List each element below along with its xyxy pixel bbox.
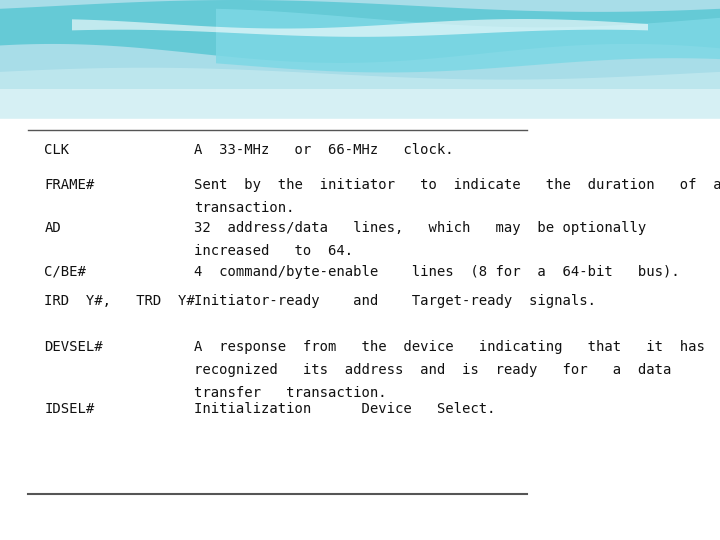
Polygon shape xyxy=(216,9,720,72)
Polygon shape xyxy=(72,19,648,37)
Text: transaction.: transaction. xyxy=(194,201,294,215)
Text: CLK: CLK xyxy=(45,143,70,157)
Text: Initialization      Device   Select.: Initialization Device Select. xyxy=(194,402,496,416)
Text: Data transfer signals on the PCI bus.: Data transfer signals on the PCI bus. xyxy=(33,43,500,65)
Text: A  33-MHz   or  66-MHz   clock.: A 33-MHz or 66-MHz clock. xyxy=(194,143,454,157)
Text: 4  command/byte-enable    lines  (8 for  a  64-bit   bus).: 4 command/byte-enable lines (8 for a 64-… xyxy=(194,265,680,279)
Text: DEVSEL#: DEVSEL# xyxy=(45,340,103,354)
Text: IDSEL#: IDSEL# xyxy=(45,402,94,416)
Text: recognized   its  address  and  is  ready   for   a  data: recognized its address and is ready for … xyxy=(194,363,672,377)
Text: increased   to  64.: increased to 64. xyxy=(194,244,354,258)
Text: transfer   transaction.: transfer transaction. xyxy=(194,386,387,400)
Text: Function: Function xyxy=(194,100,274,118)
Polygon shape xyxy=(0,0,720,119)
Text: FRAME#: FRAME# xyxy=(45,178,94,192)
Text: AD: AD xyxy=(45,221,61,235)
Text: Sent  by  the  initiator   to  indicate   the  duration   of  a: Sent by the initiator to indicate the du… xyxy=(194,178,720,192)
Text: A  response  from   the  device   indicating   that   it  has: A response from the device indicating th… xyxy=(194,340,705,354)
Text: IRD  Y#,   TRD  Y#: IRD Y#, TRD Y# xyxy=(45,294,195,308)
Text: C/BE#: C/BE# xyxy=(45,265,86,279)
Text: 32  address/data   lines,   which   may  be optionally: 32 address/data lines, which may be opti… xyxy=(194,221,647,235)
Polygon shape xyxy=(0,68,720,119)
Polygon shape xyxy=(0,0,720,63)
Text: Initiator-ready    and    Target-ready  signals.: Initiator-ready and Target-ready signals… xyxy=(194,294,596,308)
Text: Name: Name xyxy=(45,100,84,118)
Polygon shape xyxy=(0,89,720,119)
